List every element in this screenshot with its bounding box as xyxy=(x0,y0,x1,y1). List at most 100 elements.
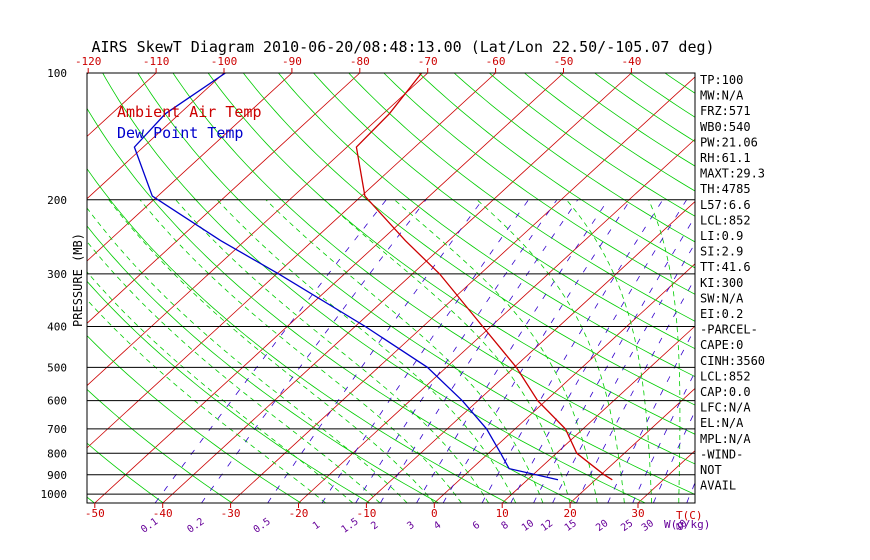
dry-adiabat-line xyxy=(207,73,695,435)
mixing-ratio-line xyxy=(575,277,695,503)
isotherm-line xyxy=(87,73,361,324)
dry-adiabat-line xyxy=(172,73,695,465)
moist-adiabat-line xyxy=(324,199,571,503)
index-entry: EI:0.2 xyxy=(700,307,743,321)
index-entry: TT:41.6 xyxy=(700,260,751,274)
series-line xyxy=(355,73,613,481)
moist-adiabat-line xyxy=(648,199,681,503)
mixing-ratio-label: 15 xyxy=(563,518,579,534)
plot-frame xyxy=(86,72,696,504)
mixing-ratio-label: 20 xyxy=(594,518,610,534)
bottom-tick-label: 10 xyxy=(496,507,509,520)
bottom-tick-label: -40 xyxy=(153,507,173,520)
dry-adiabat-line xyxy=(102,73,646,503)
mixing-ratio-label: 8 xyxy=(500,520,511,532)
moist-adiabat-line xyxy=(87,207,408,503)
moist-adiabat-line xyxy=(108,199,435,503)
isotherm-line xyxy=(774,73,870,503)
series-line xyxy=(133,73,559,481)
index-entry: CINH:3560 xyxy=(700,354,765,368)
dry-adiabat-line xyxy=(137,73,695,495)
mixing-ratio-line xyxy=(201,199,427,503)
mixing-ratio-line xyxy=(481,199,664,503)
top-tick-label: -120 xyxy=(75,55,102,68)
top-tick-label: -110 xyxy=(143,55,170,68)
isotherm-line xyxy=(87,73,428,387)
dry-adiabat-line xyxy=(278,73,695,378)
index-entry: TP:100 xyxy=(700,73,743,87)
pressure-tick-label: 500 xyxy=(47,361,67,374)
index-entry: LI:0.9 xyxy=(700,229,743,243)
isotherm-line xyxy=(298,138,695,503)
mixing-ratio-label: 6 xyxy=(471,520,482,532)
mixing-ratio-line xyxy=(442,199,631,503)
index-entry: WB0:540 xyxy=(700,120,751,134)
pressure-tick-label: 1000 xyxy=(41,488,68,501)
moist-adiabat-line xyxy=(87,241,381,503)
top-tick-label: -90 xyxy=(282,55,302,68)
index-entry: L57:6.6 xyxy=(700,198,751,212)
moist-adiabat-line xyxy=(216,199,517,503)
mixing-ratio-label: 0.5 xyxy=(252,516,273,535)
index-entry: MPL:N/A xyxy=(700,432,751,446)
index-entry: RH:61.1 xyxy=(700,151,751,165)
isobar-lines xyxy=(87,73,695,495)
index-entry: LCL:852 xyxy=(700,369,751,383)
pressure-tick-label: 900 xyxy=(47,469,67,482)
mixing-ratio-label: 10 xyxy=(520,518,536,534)
dry-adiabat-line xyxy=(806,73,870,503)
dry-adiabat-line xyxy=(383,73,695,295)
isotherm-line xyxy=(87,73,225,200)
isotherm-line xyxy=(842,73,870,503)
mixing-ratio-line xyxy=(416,199,609,503)
bottom-tick-label: -50 xyxy=(85,507,105,520)
index-entry: MW:N/A xyxy=(700,89,744,103)
chart-title: AIRS SkewT Diagram 2010-06-20/08:48:13.0… xyxy=(91,38,714,56)
top-tick-label: -80 xyxy=(350,55,370,68)
legend-entry: Dew Point Temp xyxy=(117,124,243,142)
top-tick-label: -40 xyxy=(621,55,641,68)
index-entry: FRZ:571 xyxy=(700,104,751,118)
mixing-ratio-lines xyxy=(154,199,695,503)
index-entry: TH:4785 xyxy=(700,182,751,196)
dry-adiabat-line xyxy=(87,168,508,503)
moist-adiabat-line xyxy=(566,199,652,503)
isotherm-line xyxy=(501,325,695,503)
index-entry: LFC:N/A xyxy=(700,401,751,415)
dry-adiabat-line xyxy=(524,73,695,192)
index-entry: KI:300 xyxy=(700,276,743,290)
index-entry: MAXT:29.3 xyxy=(700,167,765,181)
dry-adiabat-line xyxy=(87,225,439,503)
index-entry: NOT xyxy=(700,463,722,477)
mixing-ratio-line xyxy=(607,327,695,503)
isotherm-line xyxy=(94,73,564,503)
mixing-ratio-line xyxy=(154,199,387,503)
legend: Ambient Air Temp Dew Point Temp xyxy=(117,103,262,142)
dry-adiabat-line xyxy=(87,280,371,503)
mixing-ratio-line xyxy=(355,199,558,503)
dry-adiabat-lines xyxy=(87,73,870,503)
mixing-ratio-label: 1 xyxy=(311,520,322,532)
pressure-tick-label: 700 xyxy=(47,423,67,436)
top-tick-label: -100 xyxy=(211,55,238,68)
mixing-ratio-line xyxy=(533,216,695,503)
moist-adiabat-line xyxy=(476,199,625,503)
isotherm-line xyxy=(87,73,496,449)
dry-adiabat-line xyxy=(453,73,695,243)
mixing-ratio-label: 3 xyxy=(405,520,416,532)
dry-adiabat-line xyxy=(664,73,695,94)
pressure-tick-label: 300 xyxy=(47,268,67,281)
mixing-ratio-line xyxy=(552,242,695,503)
moist-adiabat-lines xyxy=(87,199,681,503)
index-entry: SI:2.9 xyxy=(700,245,743,259)
top-tick-label: -70 xyxy=(418,55,438,68)
moist-adiabat-line xyxy=(265,199,544,503)
dry-adiabat-line xyxy=(87,107,577,503)
dry-adiabat-line xyxy=(313,73,695,350)
sounding-series xyxy=(133,73,613,481)
index-entry: CAPE:0 xyxy=(700,338,743,352)
mixing-ratio-unit-label: W(g/kg) xyxy=(664,518,710,531)
pressure-tick-label: 600 xyxy=(47,395,67,408)
dry-adiabat-line xyxy=(87,335,302,503)
